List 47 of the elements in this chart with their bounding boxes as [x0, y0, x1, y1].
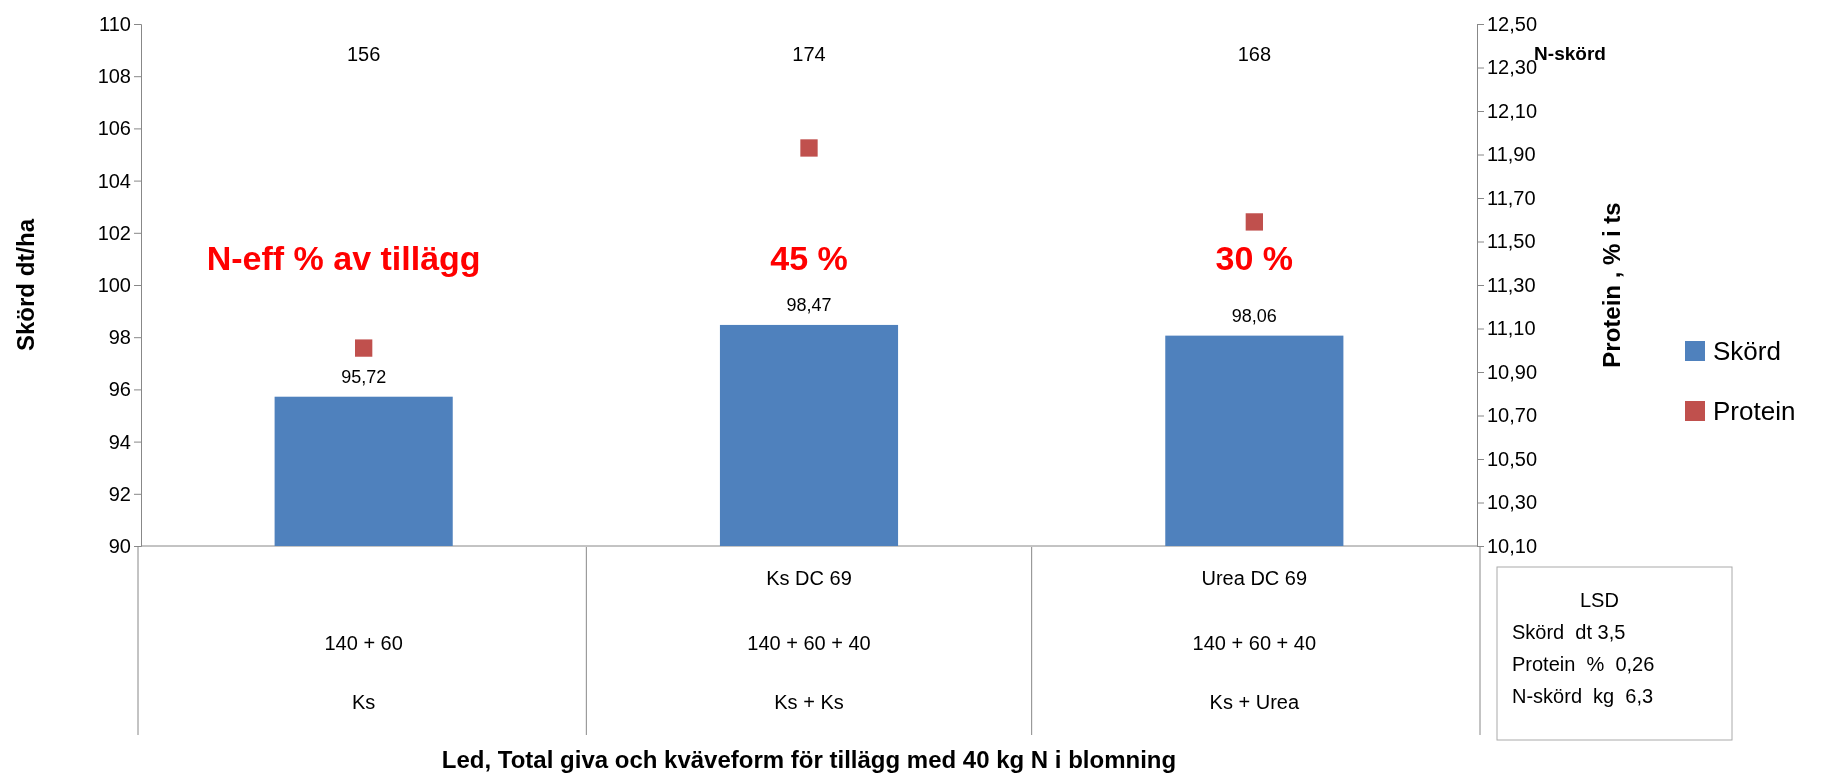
- y2-tick-label: 11,70: [1487, 186, 1536, 209]
- y2-tick-label: 10,90: [1487, 360, 1538, 383]
- category-label: Ks DC 69 140 + 60 + 40 Ks + Ks: [747, 567, 871, 713]
- category-label: Urea DC 69 140 + 60 + 40 Ks + Urea: [1192, 567, 1317, 713]
- y2-tick-label: 10,10: [1487, 534, 1538, 557]
- y-tick-label: 110: [99, 12, 131, 35]
- y-tick-label: 98: [108, 326, 131, 349]
- point: [1245, 213, 1263, 231]
- y-axis-title: Skörd dt/ha: [12, 218, 39, 352]
- text: Protein % 0,26: [1512, 653, 1655, 675]
- y-tick-label: 108: [97, 65, 131, 88]
- y-tick-label: 92: [108, 482, 131, 505]
- text: Led, Total giva och kväveform för tillägg med 40 kg N i blomning: [441, 746, 1177, 773]
- y-tick-label: 100: [97, 273, 131, 296]
- annotation: 30 %: [1215, 239, 1294, 277]
- y2-tick-label: 11,10: [1487, 317, 1536, 340]
- annotation: 174: [792, 43, 826, 65]
- legend-label: Protein: [1713, 396, 1796, 426]
- y2-tick-label: 10,70: [1487, 404, 1538, 427]
- y2-tick-label: 12,10: [1487, 99, 1538, 122]
- y2-axis-title: Protein , % i ts: [1598, 202, 1625, 368]
- y-tick-label: 96: [108, 378, 131, 401]
- y2-tick-label: 11,90: [1487, 143, 1536, 166]
- category-label: 140 + 60 Ks: [324, 632, 403, 713]
- data-label: 98,06: [1231, 305, 1277, 326]
- annotation: 156: [346, 43, 381, 65]
- data-label: 95,72: [341, 366, 387, 387]
- annotation: N-eff % av tillägg: [206, 239, 481, 277]
- y-tick-label: 90: [108, 534, 131, 557]
- y2-tick-label: 11,50: [1487, 230, 1536, 253]
- y-tick-label: 102: [97, 221, 131, 244]
- y-tick-label: 94: [108, 430, 131, 453]
- y-tick-label: 106: [97, 117, 131, 140]
- point: [800, 139, 818, 157]
- y2-tick-label: 12,50: [1487, 12, 1538, 35]
- y2-tick-label: 10,30: [1487, 491, 1538, 514]
- annotation: 45 %: [770, 239, 848, 277]
- point: [355, 339, 373, 357]
- y2-tick-label: 11,30: [1487, 273, 1536, 296]
- y2-tick-label: 10,50: [1487, 447, 1538, 470]
- legend-label: Skörd: [1713, 336, 1781, 366]
- annotation: 168: [1237, 43, 1272, 65]
- text: N-skörd kg 6,3: [1512, 685, 1654, 707]
- y-tick-label: 104: [97, 169, 131, 192]
- data-label: 98,47: [786, 294, 832, 315]
- text: Skörd dt 3,5: [1512, 621, 1626, 643]
- text: LSD: [1580, 589, 1619, 611]
